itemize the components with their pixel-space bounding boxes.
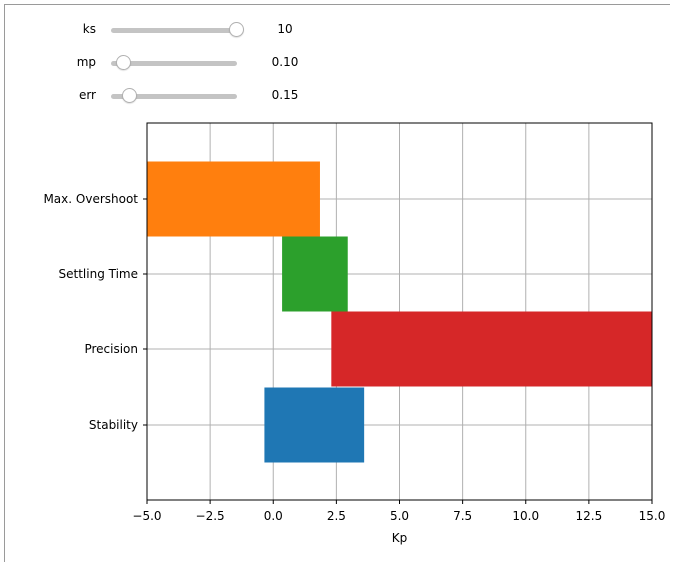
x-tick-label: 10.0 bbox=[512, 509, 539, 523]
x-tick-label: 12.5 bbox=[576, 509, 603, 523]
slider-mp-track[interactable] bbox=[111, 55, 237, 70]
slider-mp-value: 0.10 bbox=[271, 55, 299, 69]
slider-err-value: 0.15 bbox=[271, 88, 299, 102]
x-tick-label: −2.5 bbox=[196, 509, 225, 523]
slider-ks-value: 10 bbox=[277, 22, 293, 36]
slider-mp: mp 0.10 bbox=[0, 53, 320, 73]
x-tick-label: 7.5 bbox=[453, 509, 472, 523]
y-tick-label: Max. Overshoot bbox=[43, 192, 138, 206]
bar-precision bbox=[331, 311, 652, 387]
x-axis-label: Kp bbox=[392, 531, 408, 545]
x-tick-label: 2.5 bbox=[327, 509, 346, 523]
x-tick-label: 0.0 bbox=[264, 509, 283, 523]
slider-err-knob[interactable] bbox=[121, 88, 137, 103]
slider-ks-knob[interactable] bbox=[229, 22, 244, 37]
slider-err-label: err bbox=[78, 88, 96, 102]
slider-ks: ks 10 bbox=[0, 20, 320, 40]
slider-mp-label: mp bbox=[76, 55, 96, 69]
x-tick-label: 5.0 bbox=[390, 509, 409, 523]
x-tick-label: 15.0 bbox=[639, 509, 666, 523]
y-tick-label: Stability bbox=[89, 418, 138, 432]
slider-ks-label: ks bbox=[82, 22, 96, 36]
y-tick-label: Settling Time bbox=[59, 267, 138, 281]
bar-stability bbox=[264, 387, 365, 463]
bar-max-overshoot bbox=[147, 161, 320, 237]
y-tick-label: Precision bbox=[84, 342, 138, 356]
slider-err: err 0.15 bbox=[0, 86, 320, 106]
bar-settling-time bbox=[282, 236, 348, 312]
slider-err-track[interactable] bbox=[111, 88, 237, 103]
x-tick-label: −5.0 bbox=[132, 509, 161, 523]
slider-ks-track[interactable] bbox=[111, 22, 244, 37]
slider-mp-knob[interactable] bbox=[115, 55, 131, 70]
figure-frame bbox=[4, 4, 670, 562]
